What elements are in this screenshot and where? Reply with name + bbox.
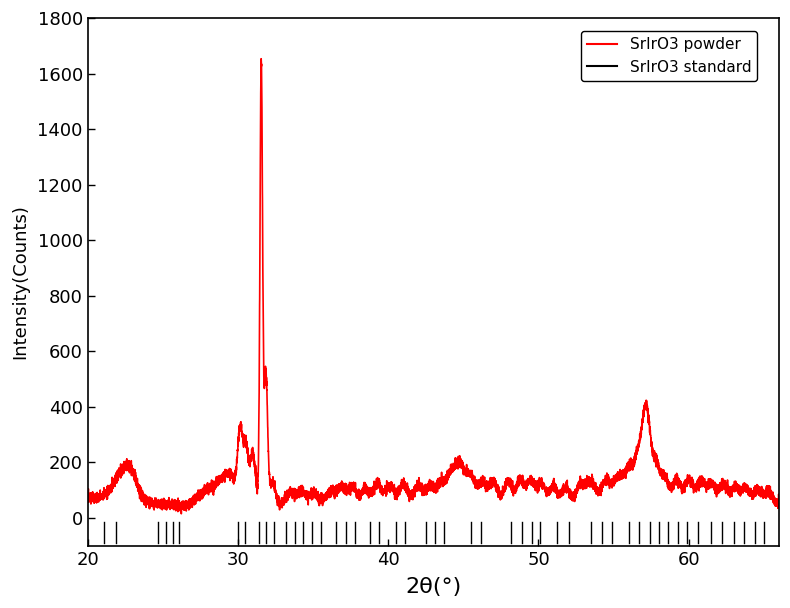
Legend: SrIrO3 powder, SrIrO3 standard: SrIrO3 powder, SrIrO3 standard	[581, 31, 758, 81]
X-axis label: 2θ(°): 2θ(°)	[405, 577, 461, 597]
Y-axis label: Intensity(Counts): Intensity(Counts)	[11, 204, 29, 359]
